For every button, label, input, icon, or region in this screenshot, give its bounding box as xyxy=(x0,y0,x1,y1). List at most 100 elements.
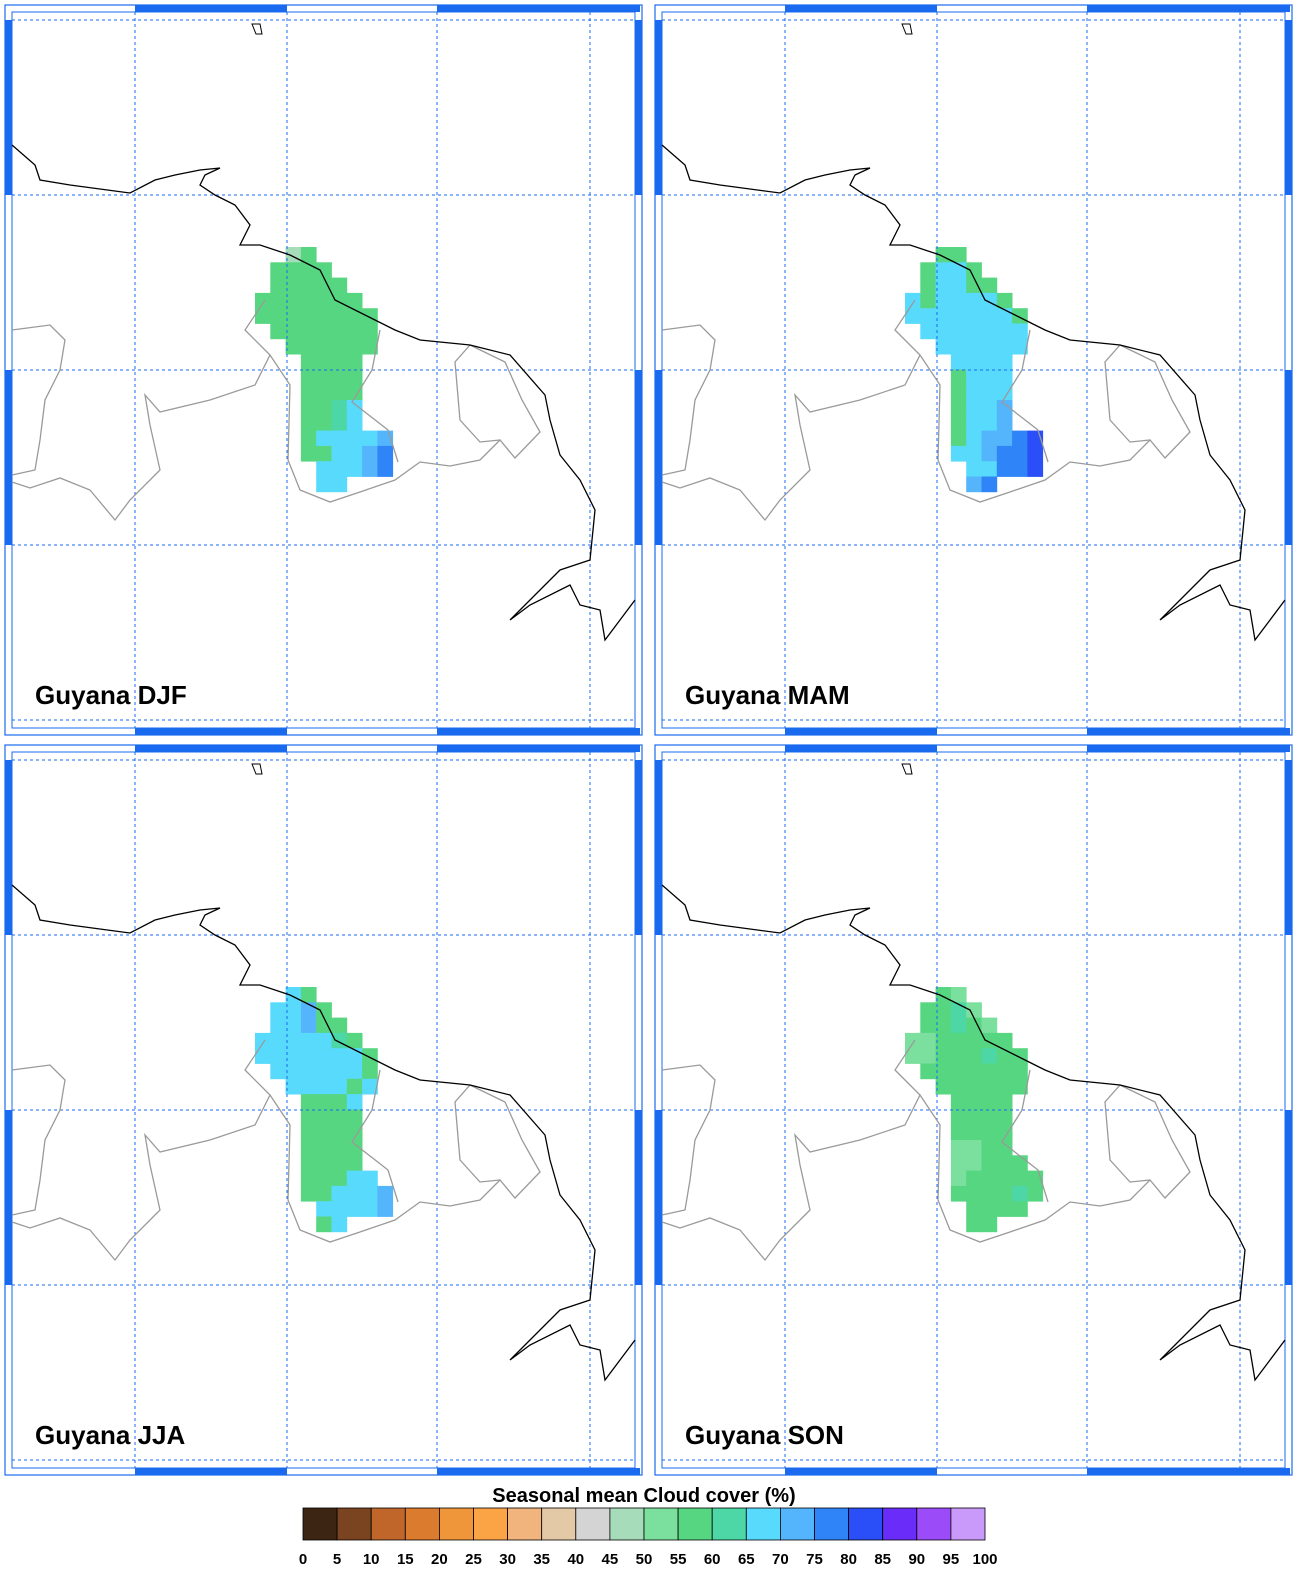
colorbar-label: 75 xyxy=(806,1551,823,1568)
colorbar-title: Seasonal mean Cloud cover (%) xyxy=(492,1485,795,1507)
grid-cell xyxy=(996,1048,1013,1064)
panel-title: Guyana DJF xyxy=(35,680,187,710)
grid-cell xyxy=(905,292,921,309)
grid-cell xyxy=(346,354,363,370)
grid-cell xyxy=(950,415,967,431)
grid-cell xyxy=(300,1063,317,1080)
colorbar-box xyxy=(404,1507,440,1541)
grid-cell xyxy=(950,430,967,447)
grid-cell xyxy=(255,308,271,324)
colorbar-label: 100 xyxy=(972,1551,997,1568)
grid-cell xyxy=(316,1124,332,1141)
grid-cell xyxy=(362,445,378,462)
grid-cell xyxy=(270,1048,286,1064)
grid-cell xyxy=(331,1048,348,1064)
grid-cell xyxy=(935,338,952,355)
map-panel: Guyana DJF xyxy=(4,4,643,736)
grid-cell xyxy=(346,308,363,324)
frame-band xyxy=(655,370,662,545)
frame-band xyxy=(785,5,937,12)
grid-cell xyxy=(1012,1048,1028,1064)
grid-cell xyxy=(935,277,952,294)
colorbar-box xyxy=(745,1507,781,1541)
grid-cell xyxy=(966,476,982,493)
grid-cell xyxy=(316,384,332,401)
grid-cell xyxy=(996,1185,1013,1202)
grid-cell xyxy=(966,1216,982,1233)
grid-cell xyxy=(316,1155,332,1171)
frame-band xyxy=(635,760,642,935)
panel-title: Guyana JJA xyxy=(35,1420,186,1450)
colorbar-label: 30 xyxy=(499,1551,516,1568)
grid-cell xyxy=(346,1185,363,1202)
grid-cell xyxy=(270,262,286,278)
grid-cell xyxy=(996,369,1013,386)
grid-cell xyxy=(346,461,363,477)
grid-cell xyxy=(920,323,936,340)
grid-cell xyxy=(966,430,982,447)
grid-cell xyxy=(255,1032,271,1049)
grid-cell xyxy=(362,1201,378,1217)
grid-cell xyxy=(300,400,317,416)
grid-cell xyxy=(1012,308,1028,324)
frame-band xyxy=(437,1468,640,1475)
grid-cell xyxy=(966,1109,982,1126)
grid-cell xyxy=(316,1063,332,1080)
grid-cell xyxy=(920,1063,936,1080)
grid-cell xyxy=(966,1094,982,1110)
grid-cell xyxy=(1012,338,1028,355)
grid-cell xyxy=(300,430,317,447)
grid-cell xyxy=(331,384,348,401)
frame-band xyxy=(135,745,287,752)
grid-cell xyxy=(935,308,952,324)
grid-cell xyxy=(316,1094,332,1110)
grid-cell xyxy=(966,1170,982,1187)
grid-cell xyxy=(981,338,998,355)
grid-cell xyxy=(346,1078,363,1095)
grid-cell xyxy=(966,292,982,309)
colorbar-box xyxy=(438,1507,474,1541)
grid-cell xyxy=(285,1048,302,1064)
grid-cell xyxy=(950,308,967,324)
colorbar-box xyxy=(643,1507,679,1541)
grid-cell xyxy=(270,277,286,294)
grid-cell xyxy=(300,323,317,340)
grid-cell xyxy=(300,1017,317,1034)
grid-cell xyxy=(331,1185,348,1202)
grid-cell xyxy=(950,1155,967,1171)
grid-cell xyxy=(316,415,332,431)
grid-cell xyxy=(300,1094,317,1110)
grid-cell xyxy=(346,338,363,355)
colorbar-label: 60 xyxy=(704,1551,721,1568)
grid-cell xyxy=(362,323,378,340)
grid-cell xyxy=(300,308,317,324)
grid-cell xyxy=(950,1017,967,1034)
grid-cell xyxy=(1012,1185,1028,1202)
colorbar-box xyxy=(916,1507,952,1541)
grid-cell xyxy=(1027,461,1044,477)
grid-cell xyxy=(346,384,363,401)
grid-cell xyxy=(316,1002,332,1018)
grid-cell xyxy=(950,369,967,386)
grid-cell xyxy=(996,1094,1013,1110)
grid-cell xyxy=(316,1078,332,1095)
grid-cell xyxy=(300,338,317,355)
colorbar-box xyxy=(473,1507,508,1541)
grid-cell xyxy=(300,445,317,462)
grid-cell xyxy=(331,1017,348,1034)
grid-cell xyxy=(300,1109,317,1126)
grid-cell xyxy=(316,1170,332,1187)
grid-cell xyxy=(950,1109,967,1126)
grid-cell xyxy=(331,430,348,447)
colorbar-label: 10 xyxy=(363,1551,380,1568)
grid-cell xyxy=(316,1109,332,1126)
grid-cell xyxy=(996,400,1013,416)
grid-cell xyxy=(316,323,332,340)
grid-cell xyxy=(935,1063,952,1080)
grid-cell xyxy=(316,1216,332,1233)
grid-cell xyxy=(966,1002,982,1018)
grid-cell xyxy=(331,354,348,370)
grid-cell xyxy=(346,400,363,416)
colorbar-box xyxy=(302,1507,338,1541)
grid-cell xyxy=(270,292,286,309)
